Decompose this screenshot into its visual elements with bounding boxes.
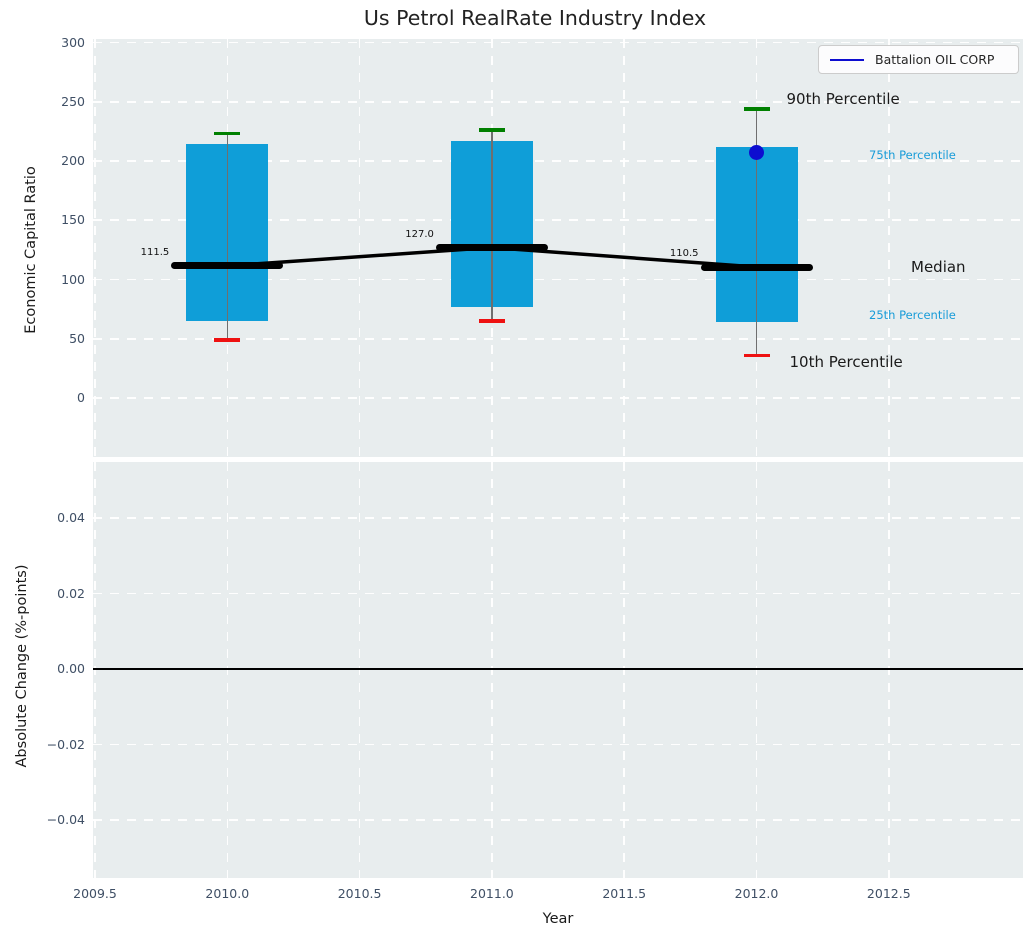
whisker-cap-90th bbox=[214, 131, 241, 136]
median-segment bbox=[171, 262, 284, 270]
whisker-line bbox=[755, 108, 758, 356]
gridline bbox=[93, 592, 1023, 595]
gridline bbox=[93, 100, 1023, 103]
annotation-p10: 10th Percentile bbox=[789, 353, 903, 372]
annotation-p75: 75th Percentile bbox=[869, 147, 956, 162]
median-segment bbox=[435, 244, 548, 251]
gridline bbox=[226, 462, 229, 878]
y-tick-label: 100 bbox=[61, 271, 85, 287]
median-value-label: 110.5 bbox=[669, 248, 699, 260]
company-point bbox=[749, 145, 764, 161]
legend: Battalion OIL CORP bbox=[818, 45, 1019, 74]
y-tick-label: −0.04 bbox=[46, 812, 85, 827]
chart-title: Us Petrol RealRate Industry Index bbox=[363, 6, 707, 30]
y-tick-label: 300 bbox=[61, 34, 85, 50]
gridline bbox=[755, 462, 758, 878]
top-axes bbox=[93, 39, 1023, 457]
gridline bbox=[358, 39, 361, 457]
gridline bbox=[93, 278, 1023, 281]
y-tick-label: 0 bbox=[77, 390, 85, 405]
y-axis-label-top: Economic Capital Ratio bbox=[23, 166, 39, 334]
gridline bbox=[93, 219, 1023, 222]
gridline bbox=[888, 462, 890, 878]
gridline bbox=[623, 39, 625, 457]
y-tick-label: 50 bbox=[69, 330, 85, 346]
y-tick-label: 0.02 bbox=[57, 585, 85, 601]
gridline bbox=[491, 462, 493, 878]
median-segment bbox=[700, 263, 813, 271]
whisker-cap-10th bbox=[743, 353, 770, 358]
median-value-label: 127.0 bbox=[405, 228, 434, 240]
gridline bbox=[94, 39, 96, 457]
x-tick-label: 2011.0 bbox=[470, 886, 514, 901]
annotation-p90: 90th Percentile bbox=[786, 89, 900, 108]
gridline bbox=[623, 462, 625, 878]
whisker-line bbox=[491, 130, 493, 321]
gridline bbox=[93, 743, 1023, 746]
median-value-label: 111.5 bbox=[140, 246, 170, 258]
x-tick-label: 2011.5 bbox=[602, 886, 647, 901]
x-tick-label: 2012.0 bbox=[734, 886, 779, 901]
bottom-axes bbox=[93, 462, 1023, 878]
gridline bbox=[358, 462, 361, 878]
legend-label: Battalion OIL CORP bbox=[875, 52, 995, 67]
x-tick-label: 2009.5 bbox=[73, 886, 117, 901]
x-axis-label: Year bbox=[542, 911, 574, 927]
gridline bbox=[93, 160, 1023, 162]
gridline bbox=[93, 517, 1023, 519]
gridline bbox=[94, 462, 96, 878]
gridline bbox=[93, 337, 1023, 340]
x-tick-label: 2010.5 bbox=[337, 886, 382, 901]
gridline bbox=[93, 819, 1023, 821]
y-tick-label: 250 bbox=[61, 93, 85, 109]
y-tick-label: 200 bbox=[61, 153, 85, 168]
x-tick-label: 2010.0 bbox=[205, 886, 250, 901]
gridline bbox=[93, 41, 1023, 44]
whisker-cap-90th bbox=[478, 128, 505, 132]
x-tick-label: 2012.5 bbox=[866, 886, 911, 901]
y-tick-label: −0.02 bbox=[46, 736, 85, 752]
whisker-cap-90th bbox=[743, 107, 770, 111]
whisker-line bbox=[226, 133, 229, 340]
y-tick-label: 0.00 bbox=[57, 661, 85, 676]
annotation-median: Median bbox=[911, 258, 966, 277]
whisker-cap-10th bbox=[214, 338, 241, 342]
whisker-cap-10th bbox=[478, 319, 505, 323]
y-tick-label: 150 bbox=[61, 212, 85, 228]
gridline bbox=[93, 397, 1023, 399]
gridline bbox=[888, 39, 890, 457]
legend-line-icon bbox=[830, 58, 864, 61]
y-tick-label: 0.04 bbox=[57, 510, 85, 525]
zero-line bbox=[93, 668, 1023, 670]
annotation-p25: 25th Percentile bbox=[869, 308, 956, 323]
